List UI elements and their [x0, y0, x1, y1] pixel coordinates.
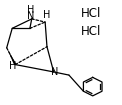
Text: H: H	[27, 5, 35, 15]
Text: N: N	[27, 11, 35, 21]
Text: N: N	[51, 67, 58, 77]
Text: H: H	[43, 10, 51, 20]
Polygon shape	[7, 48, 16, 65]
Text: HCl: HCl	[81, 7, 102, 20]
Text: HCl: HCl	[81, 25, 102, 38]
Text: H: H	[9, 61, 16, 71]
